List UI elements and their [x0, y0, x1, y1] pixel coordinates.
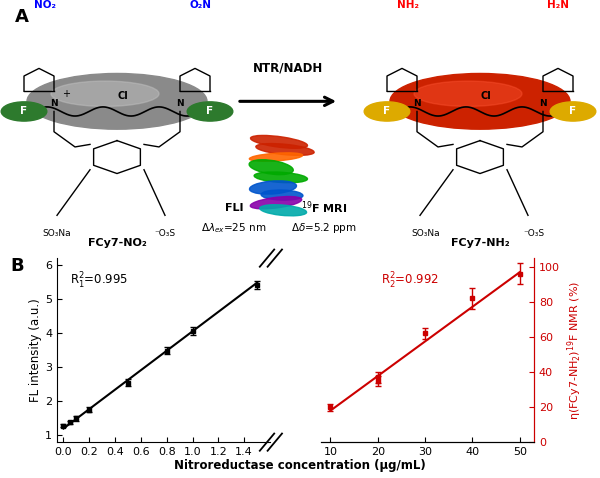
Text: FLI: FLI	[225, 203, 243, 213]
Text: A: A	[15, 8, 29, 26]
Text: NH₂: NH₂	[397, 0, 419, 10]
Ellipse shape	[27, 74, 207, 129]
Text: N: N	[539, 99, 547, 109]
Ellipse shape	[414, 81, 522, 107]
Text: O₂N: O₂N	[190, 0, 212, 10]
Text: F: F	[383, 107, 391, 117]
Text: FCy7-NO₂: FCy7-NO₂	[88, 238, 146, 248]
Ellipse shape	[250, 181, 296, 194]
Ellipse shape	[250, 196, 302, 209]
Text: +: +	[62, 89, 70, 99]
Text: FCy7-NH₂: FCy7-NH₂	[451, 238, 509, 248]
Text: Cl: Cl	[481, 91, 491, 101]
Ellipse shape	[390, 74, 570, 129]
Circle shape	[364, 102, 410, 121]
Text: SO₃Na: SO₃Na	[412, 228, 440, 238]
Text: NTR/NADH: NTR/NADH	[253, 62, 323, 75]
Circle shape	[1, 102, 47, 121]
Text: F: F	[206, 107, 214, 117]
Ellipse shape	[250, 153, 302, 161]
Ellipse shape	[249, 160, 293, 174]
Text: $\Delta\lambda_{ex}$=25 nm: $\Delta\lambda_{ex}$=25 nm	[202, 221, 266, 235]
Text: R$^2_2$=0.992: R$^2_2$=0.992	[380, 271, 439, 291]
Text: H₂N: H₂N	[547, 0, 569, 10]
Text: ⁻O₃S: ⁻O₃S	[154, 228, 176, 238]
Text: R$^2_1$=0.995: R$^2_1$=0.995	[70, 271, 128, 291]
Ellipse shape	[256, 143, 314, 155]
Text: ⁻O₃S: ⁻O₃S	[523, 228, 545, 238]
Text: $^{19}$F MRI: $^{19}$F MRI	[301, 199, 347, 216]
Text: N: N	[50, 99, 58, 109]
Circle shape	[550, 102, 596, 121]
Y-axis label: FL intensity (a.u.): FL intensity (a.u.)	[29, 298, 42, 402]
Ellipse shape	[251, 135, 307, 148]
Text: F: F	[20, 107, 28, 117]
Text: $\Delta\delta$=5.2 ppm: $\Delta\delta$=5.2 ppm	[291, 221, 357, 235]
Text: Cl: Cl	[118, 91, 128, 101]
Circle shape	[187, 102, 233, 121]
Ellipse shape	[254, 172, 307, 183]
Text: SO₃Na: SO₃Na	[43, 228, 71, 238]
Text: F: F	[569, 107, 577, 117]
Text: N: N	[176, 99, 184, 109]
Ellipse shape	[260, 205, 307, 216]
Text: Nitroreductase concentration (μg/mL): Nitroreductase concentration (μg/mL)	[174, 459, 426, 472]
Text: B: B	[11, 257, 25, 275]
Text: N: N	[413, 99, 421, 109]
Ellipse shape	[261, 190, 303, 200]
Ellipse shape	[51, 81, 159, 107]
Y-axis label: η(FCy7-NH$_2$)$^{19}$F NMR (%): η(FCy7-NH$_2$)$^{19}$F NMR (%)	[565, 281, 584, 420]
Text: NO₂: NO₂	[34, 0, 56, 10]
